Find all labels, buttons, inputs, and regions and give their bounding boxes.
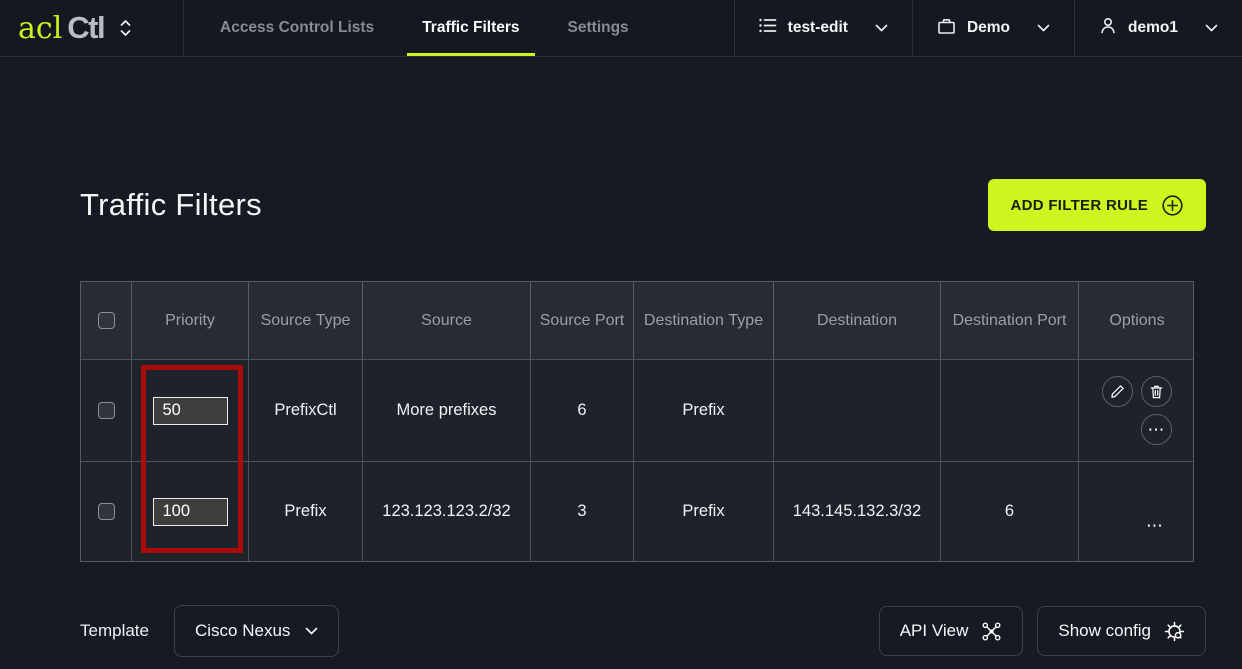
source-port-cell: 6 [531,360,634,461]
unfold-icon[interactable] [118,17,133,39]
select-all-checkbox[interactable] [97,312,115,329]
acl-selector-dropdown[interactable]: test-edit [733,0,912,56]
workspace-dropdown[interactable]: Demo [911,0,1074,56]
header-destination-type: Destination Type [634,282,774,359]
logo-text-ctl: Ctl [67,10,105,45]
more-options-button[interactable]: ⋯ [1146,515,1164,536]
app-logo[interactable]: acl Ctl [0,0,184,56]
user-label: demo1 [1128,19,1178,36]
tab-traffic-filters[interactable]: Traffic Filters [407,0,535,56]
acl-selector-label: test-edit [787,19,848,36]
header-priority: Priority [132,282,249,359]
template-label: Template [80,621,149,640]
list-icon [758,17,777,39]
edit-button[interactable] [1102,376,1133,407]
destination-cell: 143.145.132.3/32 [774,462,941,561]
header-destination-port: Destination Port [941,282,1079,359]
destination-type-cell: Prefix [634,462,774,561]
table-header-row: Priority Source Type Source Source Port … [81,282,1193,359]
tab-settings[interactable]: Settings [567,19,629,36]
chevron-down-icon [1205,24,1218,33]
header-options: Options [1109,311,1165,329]
source-type-cell: Prefix [249,462,363,561]
logo-text-acl: acl [18,10,63,46]
chevron-down-icon [875,24,888,33]
source-port-cell: 3 [531,462,634,561]
tab-access-control-lists[interactable]: Access Control Lists [220,19,375,36]
workspace-label: Demo [966,19,1011,36]
source-cell: 123.123.123.2/32 [363,462,531,561]
template-select[interactable]: Cisco Nexus [173,605,340,657]
pencil-icon [1110,384,1125,399]
api-view-button[interactable]: API View [878,606,1024,656]
source-type-cell: PrefixCtl [249,360,363,461]
source-cell: More prefixes [363,360,531,461]
header-source: Source [363,282,531,359]
api-hub-icon [981,621,1002,642]
priority-input[interactable] [152,497,228,526]
page-title: Traffic Filters [80,187,262,222]
destination-port-cell: 6 [941,462,1079,561]
destination-type-cell: Prefix [634,360,774,461]
delete-button[interactable] [1141,376,1172,407]
config-gear-icon [1164,621,1185,642]
add-filter-rule-button[interactable]: ADD FILTER RULE [988,179,1206,231]
header-select-cell [81,282,132,359]
table-row: Prefix 123.123.123.2/32 3 Prefix 143.145… [81,461,1193,561]
nav-tabs: Access Control Lists Traffic Filters Set… [196,0,653,56]
header-source-type: Source Type [249,282,363,359]
user-menu-dropdown[interactable]: demo1 [1074,0,1242,56]
briefcase-icon [937,17,956,40]
row-checkbox[interactable] [97,402,115,419]
destination-cell [774,360,941,461]
plus-circle-icon [1161,194,1184,217]
priority-input[interactable] [152,396,228,425]
header-destination: Destination [774,282,941,359]
top-navbar: acl Ctl Access Control Lists Traffic Fil… [0,0,1242,57]
user-icon [1099,16,1117,40]
ellipsis-icon: ⋯ [1147,419,1166,440]
show-config-button[interactable]: Show config [1037,606,1206,656]
trash-icon [1149,384,1164,400]
chevron-down-icon [305,627,318,636]
chevron-down-icon [1037,24,1050,33]
header-source-port: Source Port [531,282,634,359]
table-row: PrefixCtl More prefixes 6 Prefix [81,359,1193,461]
destination-port-cell [941,360,1079,461]
more-options-button[interactable]: ⋯ [1141,414,1172,445]
traffic-filters-table: Priority Source Type Source Source Port … [80,281,1194,562]
row-checkbox[interactable] [97,503,115,520]
